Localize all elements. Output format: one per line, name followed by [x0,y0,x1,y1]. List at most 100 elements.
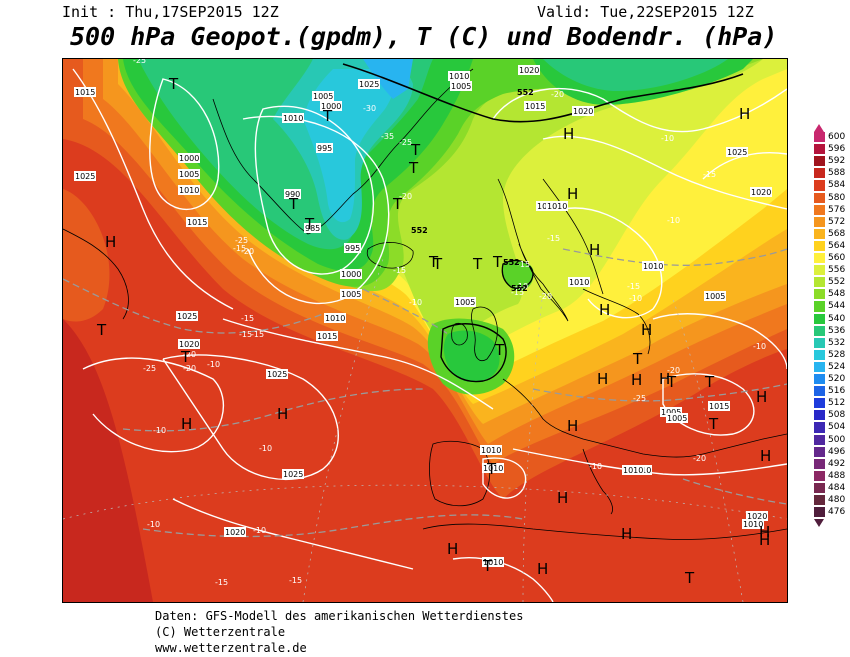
pressure-label-bg [742,519,764,529]
temperature-label: -15 [627,282,640,291]
scale-swatch [814,507,825,518]
low-pressure-marker: T [168,75,179,93]
pressure-label: 1000 [321,102,341,111]
scale-entry: 548 [812,289,850,300]
temperature-label: -20 [551,90,564,99]
scale-label: 540 [828,313,846,324]
scale-label: 592 [828,156,846,167]
low-pressure-marker: T [494,341,505,359]
low-pressure-marker: T [492,253,503,271]
pressure-label-bg [304,223,321,233]
temperature-label: -25 [399,138,412,147]
pressure-label-bg [312,91,334,101]
temperature-label: -15 [547,234,560,243]
pressure-label: 1020 [519,66,539,75]
temperature-label: -10 [253,526,266,535]
temperature-label: -10 [409,298,422,307]
low-pressure-marker: T [708,415,719,433]
scale-bottom-arrow [814,519,824,528]
pressure-label: 1025 [75,172,95,181]
pressure-label-bg [74,87,96,97]
pressure-label-bg [746,511,768,521]
scale-label: 532 [828,337,846,348]
isobar-9 [542,135,787,210]
scale-entry: 532 [812,337,850,348]
scale-entry: 540 [812,313,850,324]
pressure-label-bg [178,153,200,163]
scale-swatch [814,495,825,506]
scale-swatch [814,240,825,252]
scale-label: 484 [828,482,846,493]
temperature-label: -15 [289,576,302,585]
pressure-label: 1010 [481,446,501,455]
pressure-label: 1010 [283,114,303,123]
pressure-label-bg [284,189,301,199]
scale-label: 508 [828,410,846,421]
low-pressure-marker: T [684,569,695,587]
pressure-label: 1005 [451,82,471,91]
pressure-label-bg [358,79,380,89]
high-pressure-marker: H [621,525,632,543]
scale-swatch [814,422,825,433]
scale-label: 556 [828,265,846,276]
low-pressure-marker: T [632,350,643,368]
isobar-14 [512,448,787,476]
low-pressure-marker: T [666,373,677,391]
pressure-label: 1025 [177,312,197,321]
scale-label: 560 [828,253,846,263]
pressure-label-bg [572,106,594,116]
high-pressure-marker: H [641,321,652,339]
isobar-17 [702,152,787,180]
coast-ireland [451,322,468,346]
temperature-label: -15 [241,314,254,323]
height-label: 552 [503,258,520,267]
coast-scandinavia [497,178,604,322]
pressure-label-bg [344,243,361,253]
temperature-label: -15 [251,330,264,339]
temperature-label: -10 [589,462,602,471]
scale-entry: 588 [812,168,850,179]
scale-swatch [814,204,825,215]
temperature-label: -10 [667,216,680,225]
scale-entry: 496 [812,446,850,457]
scale-swatch [814,289,825,300]
pressure-label: 1010 [623,466,643,475]
temperature-label: -15 [215,578,228,587]
scale-entry: 508 [812,410,850,421]
coast-baltic [582,288,651,355]
temperature-label: -25 [133,59,146,65]
scale-entry: 568 [812,228,850,239]
pressure-label-bg [482,557,504,567]
scale-swatch [814,180,825,191]
isobar-2 [149,78,220,210]
pressure-label-bg [480,445,502,455]
coast-europe [502,378,787,458]
high-pressure-marker: H [105,233,116,251]
pressure-label-bg [524,101,546,111]
temperature-label: -10 [661,134,674,143]
temperature-label: -20 [693,454,706,463]
scale-entry: 504 [812,422,850,433]
temperature-label: -25 [235,236,248,245]
temperature-label: -15 [511,288,524,297]
isotherm-6 [362,288,449,335]
pressure-label-bg [178,169,200,179]
footer-data-source: Daten: GFS-Modell des amerikanischen Wet… [155,609,524,623]
temperature-label: -15 [233,244,246,253]
pressure-label-bg [622,465,644,475]
isobar-8 [492,87,787,133]
temperature-label: -25 [633,394,646,403]
pressure-label: 1025 [359,80,379,89]
pressure-label: 1010 [743,520,763,529]
pressure-label-bg [282,113,304,123]
scale-swatch [814,470,825,481]
temperature-label: -20 [539,292,552,301]
pressure-label-bg [568,277,590,287]
scale-swatch [814,410,825,421]
scale-entry: 500 [812,434,850,445]
pressure-label: 1010 [569,278,589,287]
footer-url: www.wetterzentrale.de [155,641,307,655]
pressure-label: 1020 [747,512,767,521]
scale-label: 504 [828,422,846,433]
high-pressure-marker: H [597,370,608,388]
